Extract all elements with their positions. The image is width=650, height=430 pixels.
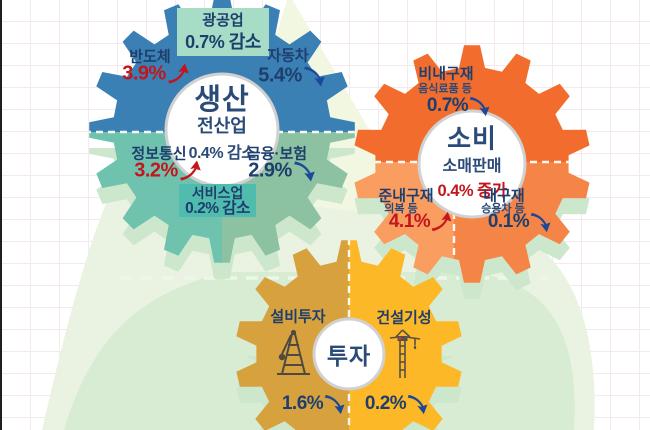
- semidurables-value-pair: 4.1%: [389, 211, 453, 233]
- finance-insurance-label: 금융·보험: [246, 145, 308, 163]
- trend-down-icon: [303, 66, 325, 87]
- facility-investment-label: 설비투자: [270, 308, 326, 326]
- ict-value: 3.2%: [134, 159, 178, 182]
- investment-center-circle: [312, 317, 386, 391]
- production-change: 0.4% 감소: [188, 145, 256, 162]
- ict-label: 정보통신: [131, 145, 187, 163]
- ict-value-pair: 3.2%: [134, 160, 202, 183]
- trend-up-icon: [179, 160, 201, 181]
- semiconductor-label: 반도체: [129, 48, 171, 66]
- consumption-title: 소비: [447, 123, 497, 154]
- production-subtitle: 전산업: [197, 116, 247, 136]
- consumption-center-circle: [417, 109, 527, 219]
- trend-down-icon: [325, 394, 345, 415]
- nondurables-label: 비내구재: [418, 65, 474, 83]
- services-badge-title: 서비스업: [191, 184, 244, 201]
- tower-crane-icon: [389, 329, 421, 378]
- semidurables-value: 4.1%: [388, 211, 431, 232]
- services-badge-change: 0.2% 감소: [185, 199, 250, 217]
- trend-up-icon: [432, 211, 452, 232]
- trend-down-icon: [531, 212, 551, 233]
- automobile-label: 자동차: [267, 47, 309, 65]
- semiconductor-value-pair: 3.9%: [122, 63, 190, 86]
- consumption-change: 0.4% 증가: [437, 182, 507, 200]
- automobile-value-pair: 5.4%: [258, 65, 326, 88]
- nondurables-value: 0.7%: [426, 95, 469, 116]
- services-badge: 서비스업 0.2% 감소: [179, 184, 256, 217]
- trend-up-icon: [167, 63, 189, 84]
- durables-value-pair: 0.1%: [488, 211, 552, 233]
- consumption-subtitle: 소매판매: [442, 158, 502, 175]
- mining-badge: 광공업 0.7% 감소: [177, 8, 269, 56]
- nondurables-sublabel: 음식료품 등: [418, 83, 472, 95]
- construction-value: 0.2%: [364, 393, 407, 414]
- construction-value-pair: 0.2%: [365, 393, 429, 415]
- oil-derrick-icon: [277, 329, 310, 375]
- finance-insurance-value: 2.9%: [248, 159, 292, 182]
- construction-label: 건설기성: [376, 309, 432, 327]
- semidurables-label: 준내구재: [378, 187, 434, 205]
- trend-down-icon: [408, 394, 428, 415]
- durables-sublabel: 승용차 등: [481, 203, 525, 215]
- mining-badge-change: 0.7% 감소: [185, 32, 261, 52]
- trend-down-icon: [470, 96, 490, 117]
- durables-label: 내구재: [483, 187, 525, 205]
- finance-insurance-value-pair: 2.9%: [248, 160, 316, 183]
- durables-value: 0.1%: [487, 211, 530, 232]
- mining-badge-title: 광공업: [202, 12, 244, 29]
- facility-investment-value: 1.6%: [281, 393, 324, 414]
- facility-investment-value-pair: 1.6%: [282, 393, 346, 415]
- automobile-value: 5.4%: [258, 64, 302, 87]
- trend-down-icon: [293, 161, 315, 182]
- investment-title: 투자: [326, 343, 372, 369]
- semidurables-sublabel: 의복 등: [384, 203, 418, 215]
- production-title: 생산: [194, 84, 250, 116]
- semiconductor-value: 3.9%: [122, 62, 166, 85]
- nondurables-value-pair: 0.7%: [427, 95, 491, 117]
